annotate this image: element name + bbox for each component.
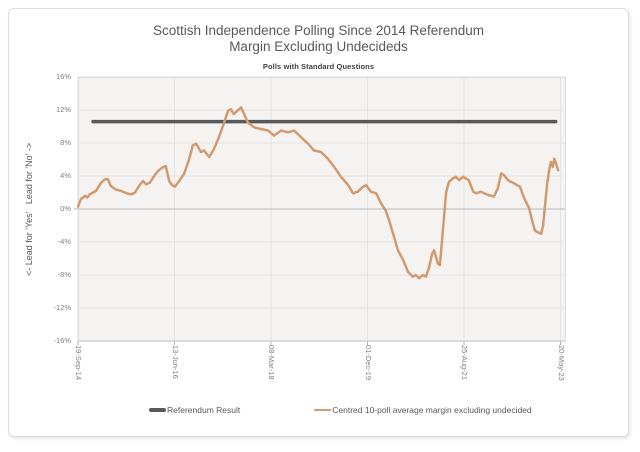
y-tick-label: 16% xyxy=(55,72,71,81)
legend: Referendum Result Centred 10-poll average… xyxy=(149,405,532,415)
x-tick-label: 25-Aug-21 xyxy=(460,345,469,381)
chart-title-line-1: Scottish Independence Polling Since 2014… xyxy=(153,23,484,38)
x-tick-label: 01-Dec-19 xyxy=(363,345,373,381)
x-tick-label: 19-Sep-14 xyxy=(74,345,83,381)
legend-label-referendum-result: Referendum Result xyxy=(167,405,241,415)
y-tick-label: -12% xyxy=(53,303,71,312)
y-tick-label: -8% xyxy=(57,270,71,279)
legend-item-referendum-result: Referendum Result xyxy=(149,405,240,415)
y-tick-label: 4% xyxy=(60,171,71,180)
x-tick-label: 08-Mar-18 xyxy=(267,345,276,380)
legend-item-centred-10-poll-average-margin-excluding-undecided: Centred 10-poll average margin excluding… xyxy=(314,405,532,415)
x-tick-label: 13-Jun-16 xyxy=(170,345,180,379)
y-tick-label: 0% xyxy=(60,204,71,213)
chart-frame: Scottish Independence Polling Since 2014… xyxy=(8,8,629,437)
y-tick-label: 8% xyxy=(60,138,71,147)
chart-subtitle: Polls with Standard Questions xyxy=(262,62,375,71)
plot-area xyxy=(74,76,566,345)
chart-title: Scottish Independence Polling Since 2014… xyxy=(9,23,628,54)
y-tick-label: 12% xyxy=(55,105,71,114)
legend-swatch-centred-10-poll-average-margin-excluding-undecided xyxy=(314,408,332,412)
y-tick-label: -4% xyxy=(57,237,71,246)
plot-border xyxy=(78,77,566,341)
legend-label-centred-10-poll-average-margin-excluding-undecided: Centred 10-poll average margin excluding… xyxy=(332,405,532,415)
y-tick-label: -16% xyxy=(53,336,71,345)
chart-title-line-2: Margin Excluding Undecideds xyxy=(229,38,408,54)
legend-swatch-referendum-result xyxy=(149,408,166,412)
series-centred-10-poll-average-margin-excluding-undecided xyxy=(76,106,560,280)
x-tick-label: 20-May-23 xyxy=(556,345,566,381)
